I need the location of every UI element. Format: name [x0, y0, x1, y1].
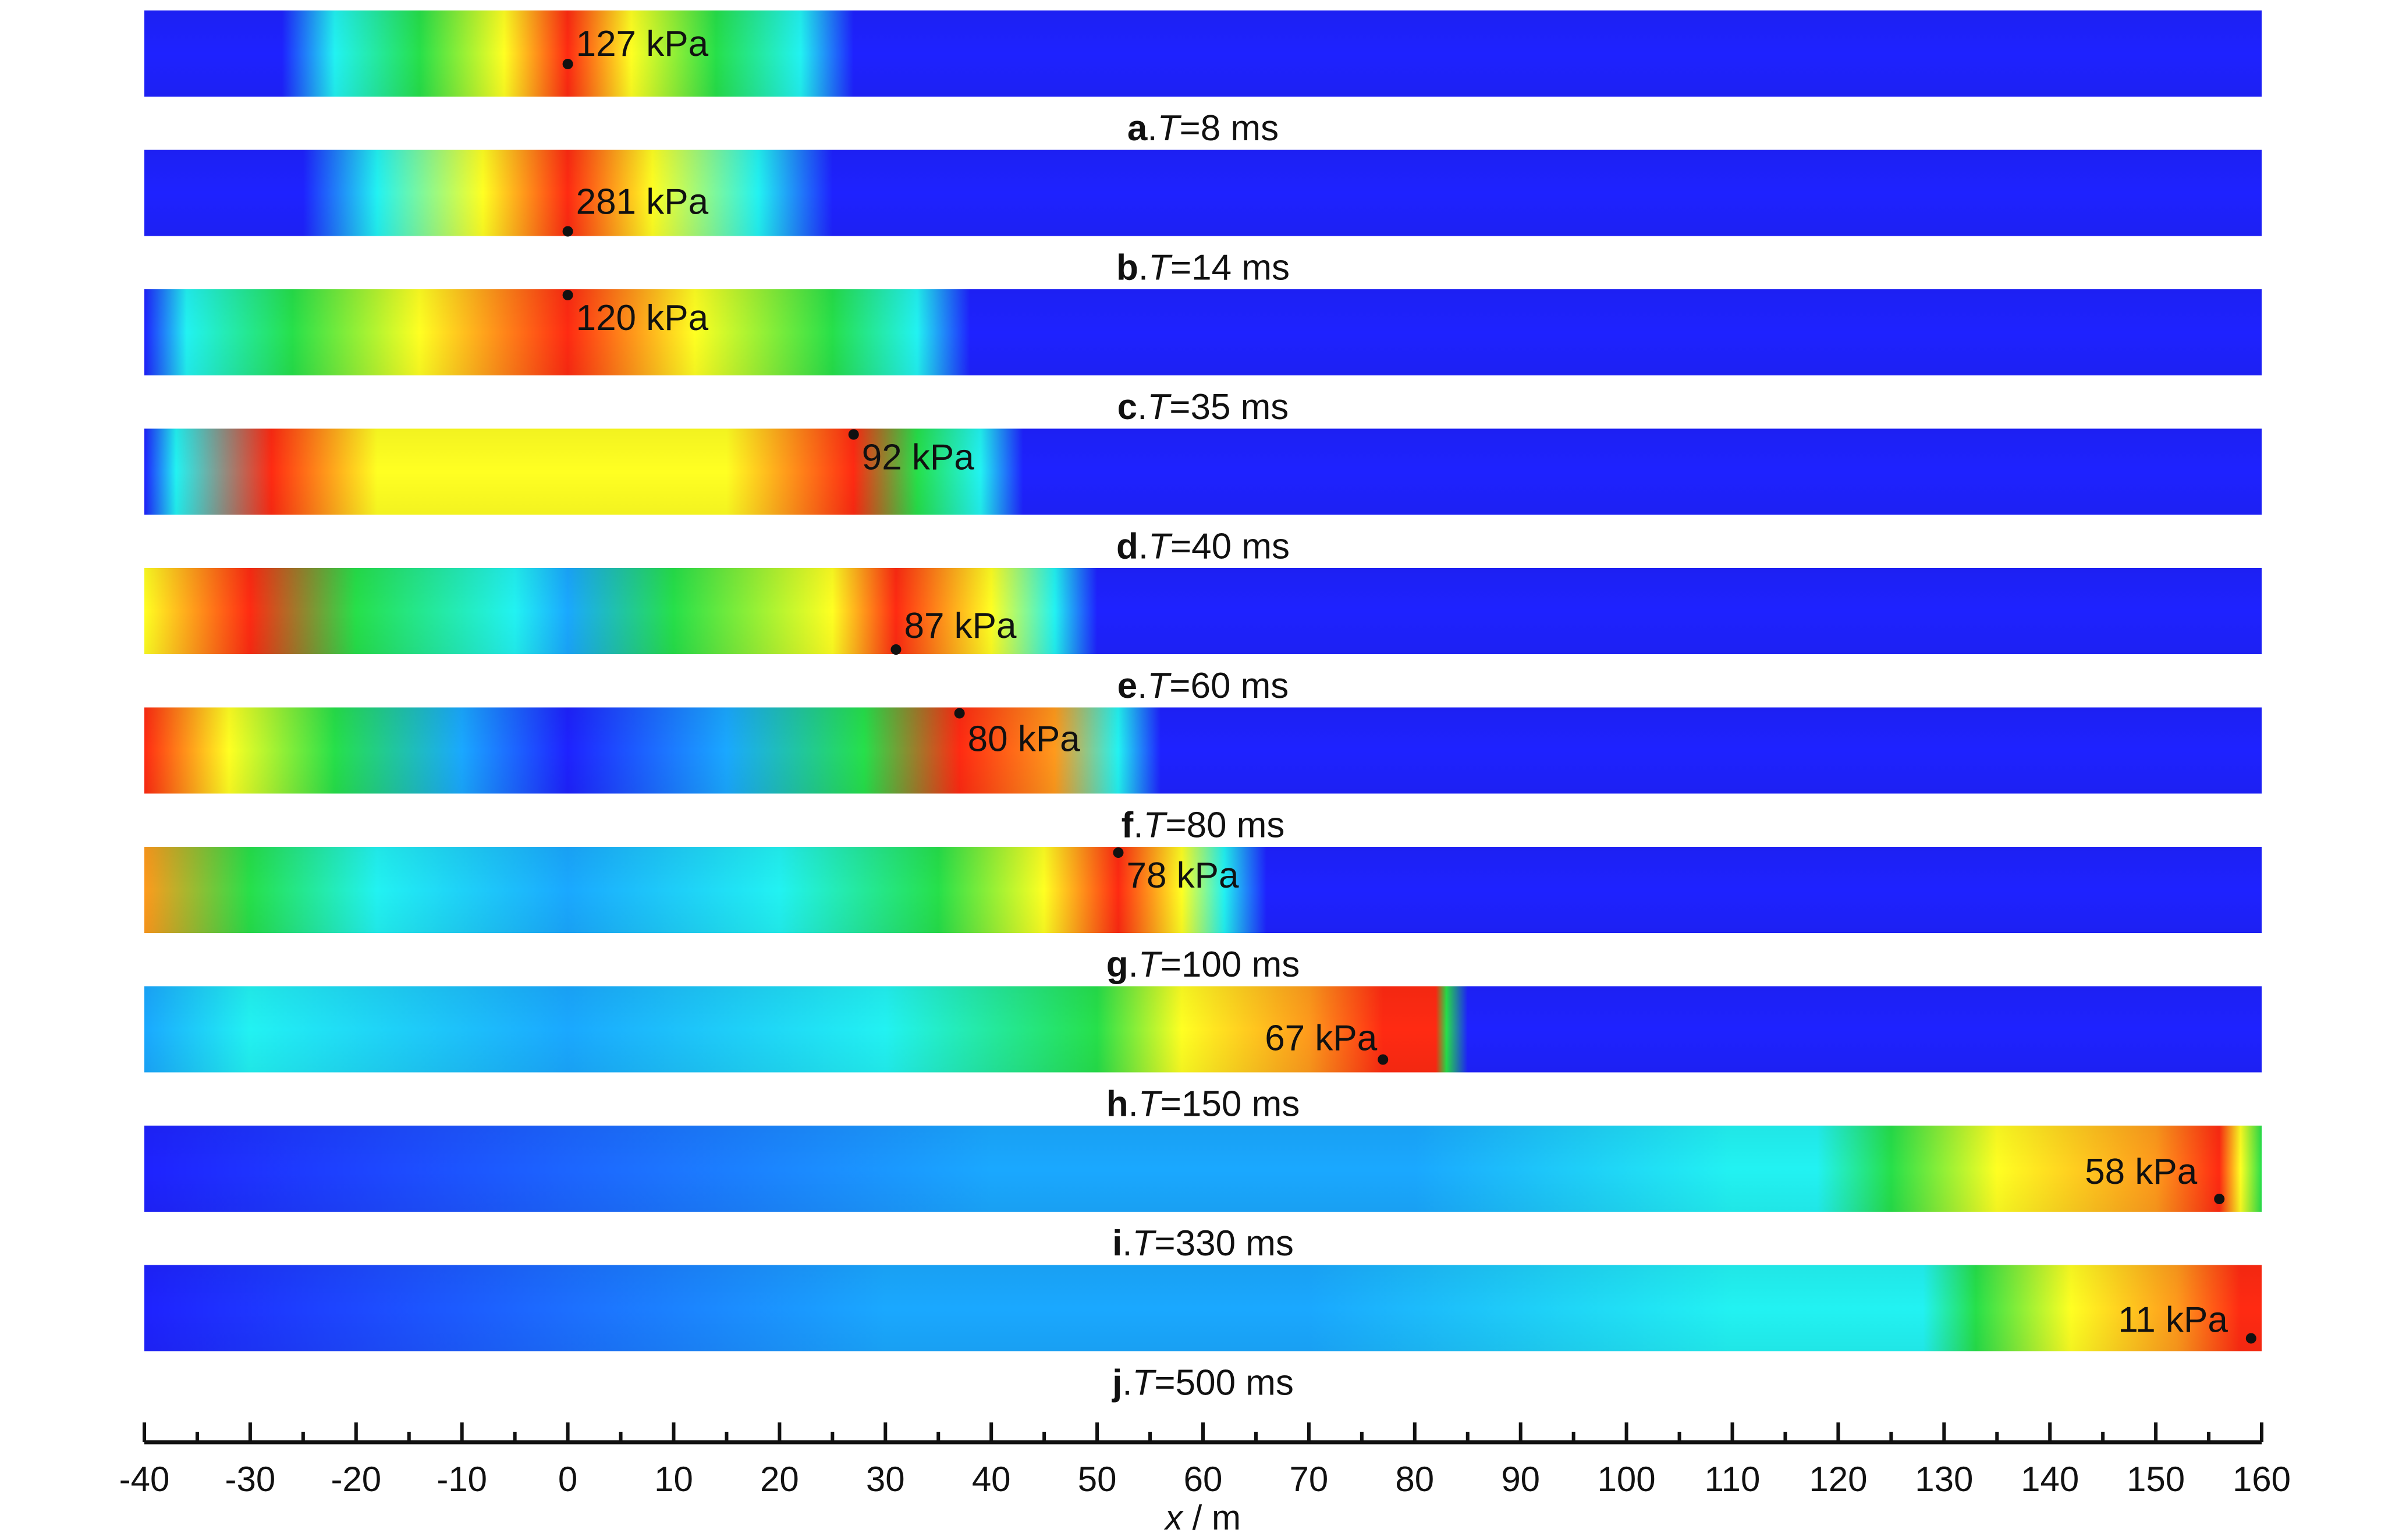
panel-a: 127 kPa a.T=8 ms	[144, 10, 2262, 148]
peak-marker-f	[954, 708, 965, 719]
peak-label-b: 281 kPa	[576, 182, 709, 222]
panel-caption-a: a.T=8 ms	[1127, 108, 1279, 148]
panel-f: 80 kPa f.T=80 ms	[144, 707, 2262, 846]
peak-label-a: 127 kPa	[576, 24, 709, 64]
panel-caption-h: h.T=150 ms	[1106, 1084, 1300, 1124]
peak-label-h: 67 kPa	[1265, 1019, 1378, 1059]
x-tick-label: 40	[972, 1460, 1011, 1499]
panel-caption-c: c.T=35 ms	[1117, 387, 1289, 427]
panel-h: 67 kPa h.T=150 ms	[144, 986, 2262, 1124]
panel-i: 58 kPa i.T=330 ms	[144, 1126, 2262, 1264]
panel-g: 78 kPa g.T=100 ms	[144, 847, 2262, 985]
x-tick-label: 70	[1290, 1460, 1329, 1499]
x-tick-label: 20	[760, 1460, 799, 1499]
band-shading-a	[144, 10, 2262, 97]
x-tick-label: 160	[2233, 1460, 2291, 1499]
peak-label-f: 80 kPa	[968, 719, 1081, 760]
band-shading-d	[144, 428, 2262, 515]
x-tick-label: 30	[866, 1460, 905, 1499]
peak-marker-h	[1378, 1054, 1389, 1065]
peak-marker-c	[562, 290, 573, 300]
x-axis-title: x / m	[1163, 1498, 1241, 1537]
x-tick-label: 80	[1395, 1460, 1434, 1499]
peak-label-g: 78 kPa	[1126, 856, 1239, 896]
peak-marker-g	[1113, 847, 1124, 858]
peak-marker-a	[562, 59, 573, 69]
band-shading-c	[144, 289, 2262, 375]
band-shading-e	[144, 568, 2262, 654]
x-axis: -40 -30 -20 -10 0 10 20 30 40 50 60 70 80 90 100 110 120…	[119, 1422, 2291, 1537]
x-tick-label: 60	[1184, 1460, 1223, 1499]
x-tick-label: 150	[2127, 1460, 2185, 1499]
panel-caption-f: f.T=80 ms	[1122, 806, 1285, 846]
panel-j: 11 kPa j.T=500 ms	[144, 1265, 2262, 1403]
band-shading-i	[144, 1126, 2262, 1212]
peak-label-i: 58 kPa	[2085, 1152, 2198, 1192]
x-tick-label: 120	[1809, 1460, 1867, 1499]
peak-label-c: 120 kPa	[576, 298, 709, 338]
x-tick-label: 110	[1705, 1460, 1761, 1499]
x-tick-label: 140	[2021, 1460, 2079, 1499]
panel-c: 120 kPa c.T=35 ms	[144, 289, 2262, 427]
panel-caption-j: j.T=500 ms	[1112, 1363, 1294, 1403]
peak-marker-b	[562, 226, 573, 237]
panel-b: 281 kPa b.T=14 ms	[144, 150, 2262, 288]
peak-marker-d	[848, 429, 859, 440]
panel-caption-b: b.T=14 ms	[1116, 248, 1290, 288]
band-shading-f	[144, 707, 2262, 794]
panel-caption-d: d.T=40 ms	[1116, 527, 1290, 567]
panel-e: 87 kPa e.T=60 ms	[144, 568, 2262, 706]
band-shading-h	[144, 986, 2262, 1073]
band-shading-b	[144, 150, 2262, 236]
x-tick-label: -20	[331, 1460, 381, 1499]
band-shading-g	[144, 847, 2262, 933]
panel-d: 92 kPa d.T=40 ms	[144, 428, 2262, 567]
peak-label-e: 87 kPa	[904, 606, 1017, 646]
x-tick-label: 100	[1598, 1460, 1656, 1499]
x-tick-label: 50	[1078, 1460, 1117, 1499]
panel-caption-i: i.T=330 ms	[1112, 1223, 1294, 1264]
x-tick-label: 10	[654, 1460, 693, 1499]
x-tick-label: 90	[1501, 1460, 1540, 1499]
x-tick-label: 0	[558, 1460, 577, 1499]
band-shading-j	[144, 1265, 2262, 1351]
x-tick-label: -10	[437, 1460, 487, 1499]
panel-caption-g: g.T=100 ms	[1106, 945, 1300, 985]
peak-label-j: 11 kPa	[2118, 1300, 2228, 1340]
x-tick-label: -40	[119, 1460, 170, 1499]
peak-marker-e	[890, 644, 902, 655]
panels-group: 127 kPa a.T=8 ms 281 kPa b.T=14 ms 120 kPa c.…	[144, 10, 2262, 1403]
peak-marker-j	[2245, 1333, 2256, 1344]
x-tick-label: 130	[1915, 1460, 1973, 1499]
peak-label-d: 92 kPa	[862, 438, 975, 478]
panel-caption-e: e.T=60 ms	[1117, 666, 1289, 706]
x-tick-label: -30	[225, 1460, 276, 1499]
peak-marker-i	[2214, 1194, 2225, 1204]
